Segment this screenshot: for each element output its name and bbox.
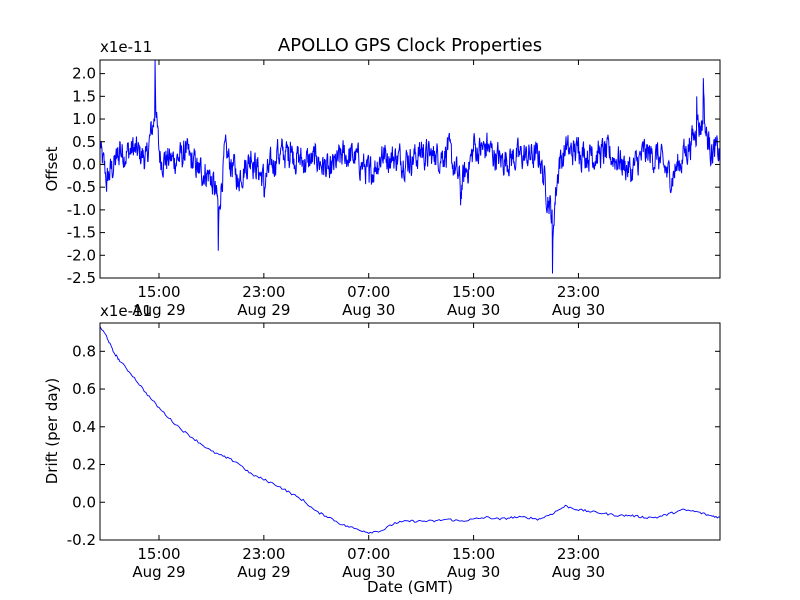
offset-axes: x1e-11 Offset 2.0 1.5 1.0 0.5 0.0 -0.5 -1.0 -1.… (43, 38, 721, 319)
offset-x-tick-date: Aug 29 (237, 301, 290, 319)
drift-y-tick-label: 0.2 (72, 456, 96, 474)
offset-multiplier-label: x1e-11 (100, 38, 152, 56)
offset-x-tick-time: 15:00 (137, 283, 180, 301)
drift-y-tick-label: 0.0 (72, 493, 96, 511)
drift-x-tick-time: 15:00 (452, 545, 495, 563)
drift-x-tick-time: 15:00 (137, 545, 180, 563)
offset-y-tick-label: -1.5 (67, 224, 96, 242)
offset-y-axis-label: Offset (43, 146, 61, 191)
drift-axes-frame (99, 322, 721, 541)
offset-y-tick-label: -0.5 (67, 178, 96, 196)
offset-x-tick-time: 07:00 (347, 283, 390, 301)
offset-y-tick-label: -2.5 (67, 269, 96, 287)
offset-y-tick-label: 1.0 (72, 110, 96, 128)
drift-x-tick-time: 07:00 (347, 545, 390, 563)
drift-x-tick-date: Aug 29 (132, 563, 185, 581)
drift-series-line (99, 326, 721, 534)
drift-x-tick-time: 23:00 (242, 545, 285, 563)
x-axis-label: Date (GMT) (367, 578, 453, 596)
offset-x-tick-date: Aug 30 (447, 301, 500, 319)
offset-y-tick-label: -1.0 (67, 201, 96, 219)
offset-x-tick-time: 23:00 (557, 283, 600, 301)
offset-y-tick-label: 0.5 (72, 133, 96, 151)
chart-title: APOLLO GPS Clock Properties (278, 35, 542, 56)
drift-y-tick-label: -0.2 (67, 531, 96, 549)
offset-x-tick-date: Aug 30 (342, 301, 395, 319)
drift-x-tick-time: 23:00 (557, 545, 600, 563)
drift-y-tick-label: 0.4 (72, 418, 96, 436)
offset-y-tick-label: -2.0 (67, 246, 96, 264)
offset-x-tick-date: Aug 30 (552, 301, 605, 319)
drift-axes: x1e-11 Drift (per day) Date (GMT) 0.8 0.6… (43, 302, 721, 596)
offset-y-tick-label: 2.0 (72, 65, 96, 83)
drift-x-tick-date: Aug 29 (237, 563, 290, 581)
drift-y-axis-label: Drift (per day) (43, 378, 61, 485)
drift-multiplier-label: x1e-11 (100, 302, 152, 320)
drift-y-tick-label: 0.8 (72, 342, 96, 360)
drift-x-tick-date: Aug 30 (342, 563, 395, 581)
drift-x-tick-date: Aug 30 (447, 563, 500, 581)
drift-x-tick-date: Aug 30 (552, 563, 605, 581)
offset-x-tick-time: 15:00 (452, 283, 495, 301)
offset-x-tick-time: 23:00 (242, 283, 285, 301)
drift-y-tick-label: 0.6 (72, 380, 96, 398)
offset-axes-frame (99, 59, 721, 279)
offset-x-tick-date: Aug 29 (132, 301, 185, 319)
offset-y-tick-label: 0.0 (72, 155, 96, 173)
offset-series-line (99, 59, 721, 274)
offset-y-tick-label: 1.5 (72, 87, 96, 105)
